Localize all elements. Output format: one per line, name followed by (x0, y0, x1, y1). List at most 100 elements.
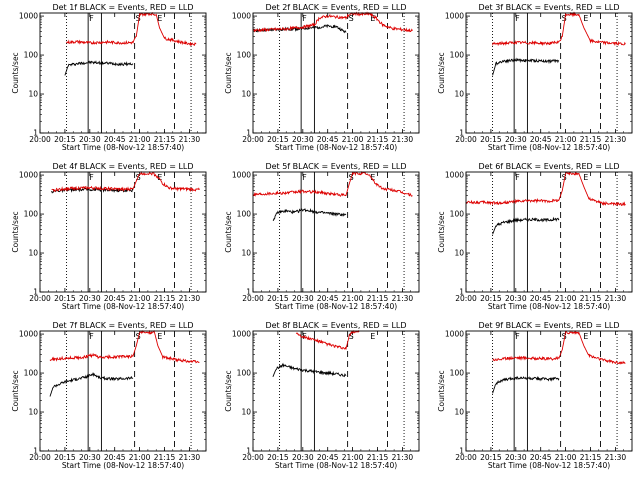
plot-frame (39, 12, 207, 134)
series-line-events (272, 207, 347, 221)
x-tick-label: 20:15 (54, 294, 76, 303)
detector-panel-6: 1 10 100 1000 20:00 20:15 20:30 20:45 21:00 21:15… (437, 162, 633, 311)
y-tick-label: 1 (459, 447, 464, 456)
y-axis-label: Counts/sec (224, 211, 233, 252)
marker-flag-e: E (157, 332, 162, 341)
x-tick-label: 21:00 (555, 135, 577, 144)
marker-flag-e: E (370, 173, 375, 182)
y-tick-label: 10 (241, 90, 251, 99)
x-tick-label: 20:00 (29, 135, 51, 144)
x-tick-label: 21:00 (129, 453, 151, 462)
y-tick-label: 100 (24, 210, 39, 219)
series-line-events (64, 60, 134, 76)
panel-title: Det 5f BLACK = Events, RED = LLD (265, 162, 406, 171)
x-tick-label: 20:00 (242, 294, 264, 303)
y-tick-label: 1000 (19, 171, 38, 180)
x-tick-label: 21:15 (367, 294, 389, 303)
marker-flag-f: F (515, 173, 520, 182)
x-tick-label: 20:45 (104, 135, 126, 144)
x-axis-label: Start Time (08-Nov-12 18:57:40) (62, 461, 184, 470)
plot-frame (252, 12, 420, 134)
plot-frame (465, 171, 633, 293)
marker-flag-e: E (157, 14, 162, 23)
panel-title: Det 4f BLACK = Events, RED = LLD (52, 162, 193, 171)
y-tick-label: 10 (454, 408, 464, 417)
plot-frame (252, 330, 420, 452)
marker-flag-f: F (89, 14, 94, 23)
x-tick-label: 20:00 (455, 294, 477, 303)
x-axis-label: Start Time (08-Nov-12 18:57:40) (488, 302, 610, 311)
x-tick-label: 20:00 (242, 453, 264, 462)
series-line-lld (252, 170, 413, 197)
detector-panel-9: 1 10 100 1000 20:00 20:15 20:30 20:45 21:00 21:15… (437, 321, 633, 470)
y-tick-label: 1000 (445, 171, 464, 180)
marker-flag-f: F (89, 173, 94, 182)
y-axis-label: Counts/sec (224, 370, 233, 411)
detector-panel-2: 1 10 100 1000 20:00 20:15 20:30 20:45 21:00 21:15… (224, 3, 420, 152)
y-tick-label: 10 (28, 408, 38, 417)
y-tick-label: 1 (246, 288, 251, 297)
x-tick-label: 21:30 (605, 453, 627, 462)
marker-flag-f: F (302, 14, 307, 23)
panel-title: Det 8f BLACK = Events, RED = LLD (265, 321, 406, 330)
y-tick-label: 1000 (232, 171, 251, 180)
x-axis-label: Start Time (08-Nov-12 18:57:40) (488, 143, 610, 152)
y-axis-label: Counts/sec (437, 370, 446, 411)
detector-panel-5: 1 10 100 1000 20:00 20:15 20:30 20:45 21:00 21:15… (224, 162, 420, 311)
detector-panel-7: 1 10 100 1000 20:00 20:15 20:30 20:45 21:00 21:15… (11, 321, 207, 470)
x-axis-label: Start Time (08-Nov-12 18:57:40) (488, 461, 610, 470)
y-axis-label: Counts/sec (437, 211, 446, 252)
x-tick-label: 20:30 (292, 453, 314, 462)
x-tick-label: 20:00 (29, 453, 51, 462)
x-tick-label: 21:30 (179, 294, 201, 303)
y-tick-label: 1 (33, 447, 38, 456)
y-axis-label: Counts/sec (437, 52, 446, 93)
x-axis-label: Start Time (08-Nov-12 18:57:40) (275, 143, 397, 152)
x-tick-label: 20:30 (505, 135, 527, 144)
y-tick-label: 1000 (232, 12, 251, 21)
marker-flag-e: E (583, 173, 588, 182)
series-line-lld (51, 170, 200, 193)
series-line-lld (295, 330, 360, 351)
x-tick-label: 20:15 (54, 453, 76, 462)
x-tick-label: 21:15 (154, 294, 176, 303)
plot-frame (252, 171, 420, 293)
y-tick-label: 100 (237, 369, 252, 378)
x-tick-label: 20:30 (292, 135, 314, 144)
marker-flag-e: E (370, 14, 375, 23)
detector-panel-4: 1 10 100 1000 20:00 20:15 20:30 20:45 21:00 21:15… (11, 162, 207, 311)
x-tick-label: 20:15 (267, 135, 289, 144)
series-line-lld (252, 11, 413, 33)
plot-frame (39, 330, 207, 452)
panel-title: Det 9f BLACK = Events, RED = LLD (478, 321, 619, 330)
series-line-lld (66, 11, 197, 47)
y-tick-label: 100 (450, 51, 465, 60)
x-tick-label: 21:00 (555, 294, 577, 303)
x-tick-label: 20:00 (455, 135, 477, 144)
y-axis-label: Counts/sec (11, 370, 20, 411)
marker-flag-e: E (583, 332, 588, 341)
marker-flag-s: S (562, 173, 567, 182)
series-line-events (49, 372, 134, 397)
x-tick-label: 20:45 (530, 453, 552, 462)
x-axis-label: Start Time (08-Nov-12 18:57:40) (275, 302, 397, 311)
x-tick-label: 21:30 (605, 135, 627, 144)
y-tick-label: 10 (241, 408, 251, 417)
y-tick-label: 1 (246, 129, 251, 138)
y-tick-label: 10 (28, 90, 38, 99)
x-tick-label: 20:45 (317, 294, 339, 303)
y-axis-label: Counts/sec (224, 52, 233, 93)
x-tick-label: 20:45 (530, 135, 552, 144)
x-tick-label: 20:30 (505, 294, 527, 303)
x-tick-label: 20:45 (317, 453, 339, 462)
x-tick-label: 21:00 (129, 135, 151, 144)
x-tick-label: 21:30 (605, 294, 627, 303)
panel-title: Det 7f BLACK = Events, RED = LLD (52, 321, 193, 330)
x-tick-label: 21:30 (179, 135, 201, 144)
marker-flag-s: S (562, 332, 567, 341)
panel-title: Det 1f BLACK = Events, RED = LLD (52, 3, 193, 12)
y-tick-label: 1000 (19, 12, 38, 21)
marker-flag-f: F (515, 14, 520, 23)
marker-flag-f: F (515, 332, 520, 341)
y-tick-label: 10 (241, 249, 251, 258)
